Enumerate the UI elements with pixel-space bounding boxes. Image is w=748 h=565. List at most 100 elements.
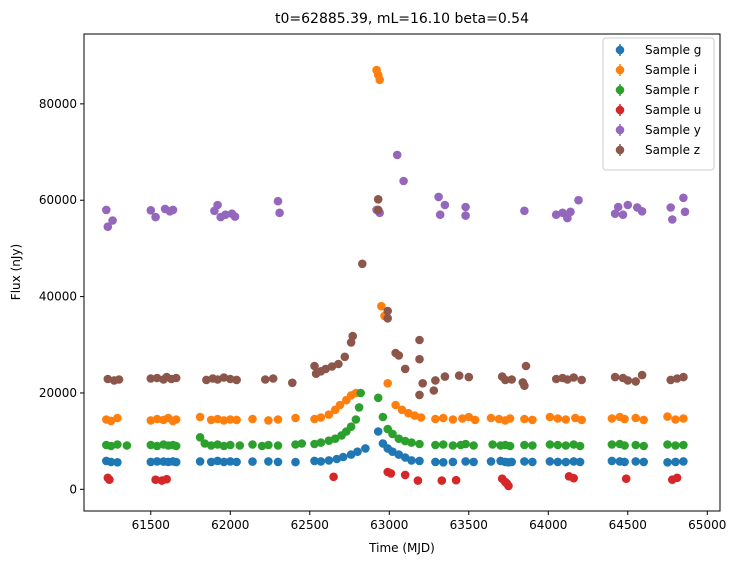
data-point	[520, 414, 529, 424]
data-point	[607, 440, 617, 449]
legend-marker	[615, 145, 625, 155]
data-point	[356, 388, 366, 398]
data-point	[631, 377, 640, 386]
legend-marker	[615, 125, 625, 135]
data-point	[439, 413, 448, 423]
data-point	[235, 441, 245, 450]
data-point	[103, 374, 113, 384]
data-point	[288, 378, 297, 388]
data-point	[505, 441, 515, 451]
data-point	[316, 457, 326, 466]
data-point	[106, 457, 116, 467]
data-point	[569, 473, 578, 483]
data-point	[680, 207, 690, 217]
data-point	[232, 375, 241, 385]
data-point	[545, 412, 555, 422]
data-point	[415, 456, 424, 466]
data-point	[146, 206, 156, 215]
data-point	[671, 415, 680, 424]
data-point	[264, 416, 273, 425]
data-point	[291, 440, 300, 449]
data-point	[416, 413, 426, 422]
data-point	[461, 439, 470, 449]
data-point	[679, 440, 688, 450]
data-point	[400, 364, 410, 374]
data-point	[338, 452, 348, 462]
data-point	[248, 457, 257, 466]
data-point	[383, 306, 393, 316]
data-point	[195, 412, 205, 422]
data-point	[486, 457, 496, 466]
data-point	[105, 475, 114, 485]
data-point	[679, 457, 688, 466]
data-point	[162, 474, 171, 484]
data-point	[351, 415, 361, 424]
data-point	[553, 440, 563, 450]
data-point	[486, 413, 496, 423]
data-point	[639, 457, 648, 467]
data-point	[388, 429, 397, 439]
data-point	[507, 375, 516, 384]
data-point	[273, 196, 283, 206]
data-point	[391, 400, 400, 410]
data-point	[415, 390, 424, 400]
data-point	[383, 379, 393, 388]
data-point	[151, 212, 160, 222]
data-point	[569, 373, 578, 382]
data-point	[353, 447, 362, 457]
data-point	[340, 352, 350, 362]
data-point	[103, 222, 113, 231]
data-point	[431, 414, 440, 424]
data-point	[671, 457, 680, 467]
data-point	[505, 414, 515, 423]
data-point	[113, 458, 122, 467]
data-point	[378, 412, 388, 422]
data-point	[663, 440, 672, 449]
data-points	[102, 65, 690, 491]
data-point	[551, 374, 561, 384]
data-point	[415, 439, 424, 449]
data-point	[297, 439, 307, 448]
data-point	[219, 441, 229, 451]
legend-label: Sample i	[645, 63, 697, 77]
data-point	[261, 375, 270, 384]
data-point	[575, 441, 585, 451]
data-point	[151, 475, 160, 485]
y-axis-label: Flux (nJy)	[9, 244, 23, 300]
data-point	[470, 415, 480, 425]
data-point	[569, 457, 578, 466]
data-point	[431, 376, 440, 385]
data-point	[226, 440, 235, 450]
data-point	[418, 379, 428, 388]
data-point	[226, 374, 235, 384]
data-point	[375, 75, 385, 85]
data-point	[113, 413, 122, 423]
data-point	[631, 457, 640, 466]
legend-label: Sample z	[645, 143, 700, 157]
legend-label: Sample r	[645, 83, 699, 97]
data-point	[400, 470, 410, 480]
data-point	[407, 438, 416, 447]
data-point	[226, 415, 235, 424]
data-point	[488, 440, 497, 449]
data-point	[399, 176, 408, 186]
data-point	[434, 192, 443, 202]
legend-box	[602, 37, 715, 171]
x-axis-ticks: 61500 62000 62500 63000 63500 64000 64500 65000	[132, 511, 726, 532]
legend-item: Sample i	[615, 63, 697, 77]
data-point	[268, 374, 278, 383]
data-point	[620, 414, 629, 424]
data-point	[464, 372, 474, 382]
data-point	[152, 457, 162, 466]
data-point	[219, 457, 229, 467]
x-tick-label: 62500	[291, 518, 329, 532]
data-point	[620, 457, 629, 467]
data-point	[440, 200, 450, 210]
x-tick-label: 61500	[132, 518, 170, 532]
data-point	[248, 414, 257, 424]
data-point	[330, 434, 340, 444]
legend-marker	[615, 45, 625, 55]
data-point	[623, 376, 633, 385]
data-point	[114, 375, 124, 384]
y-tick-label: 80000	[39, 97, 77, 111]
